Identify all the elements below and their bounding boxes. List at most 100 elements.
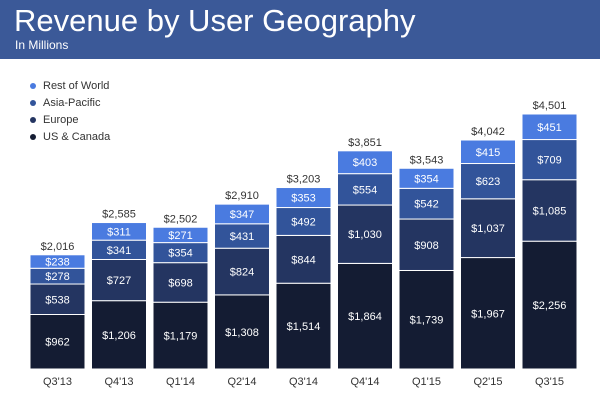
legend-label-asia-pacific: Asia-Pacific [43, 96, 101, 109]
bar-value-label: $623 [476, 176, 500, 188]
bar-value-label: $709 [537, 155, 561, 167]
x-axis-tick-label: Q1'14 [166, 376, 195, 388]
bar-total-label: $2,585 [102, 209, 136, 221]
chart-title: Revenue by User Geography [14, 3, 416, 38]
bar-segment-europe [275, 234, 332, 284]
bar-segment-us-canada [275, 282, 332, 370]
bar-value-label: $844 [291, 254, 315, 266]
bar-value-label: $1,085 [533, 205, 567, 217]
bar-value-label: $908 [414, 240, 438, 252]
bar-value-label: $431 [230, 231, 254, 243]
bar-segment-us-canada [91, 300, 147, 370]
bar-segment-europe [337, 204, 393, 264]
bar-value-label: $538 [45, 294, 69, 306]
bar-value-label: $1,739 [410, 315, 444, 327]
x-axis-tick-label: Q4'13 [104, 376, 133, 388]
bar-value-label: $698 [168, 277, 192, 289]
bar-value-label: $962 [45, 337, 69, 349]
bar-value-label: $354 [414, 173, 438, 185]
bar-value-label: $2,256 [533, 300, 567, 312]
bar-segment-europe [214, 247, 270, 296]
legend-label-us-canada: US & Canada [43, 130, 111, 143]
bar-total-label: $3,203 [287, 174, 321, 186]
bar-value-label: $278 [45, 271, 69, 283]
chart-legend: Rest of World Asia-Pacific Europe US & C… [30, 77, 110, 145]
bar-value-label: $403 [353, 157, 377, 169]
legend-swatch-europe [30, 116, 36, 123]
bar-segment-us-canada [398, 269, 455, 370]
chart-header: Revenue by User Geography In Millions [0, 0, 600, 59]
bar-total-label: $3,851 [348, 137, 382, 149]
bar-segment-europe [460, 198, 516, 259]
bar-value-label: $347 [230, 209, 254, 221]
bar-segment-rest-of-world [91, 222, 147, 241]
bar-value-label: $554 [353, 184, 377, 196]
bar-segment-rest-of-world [29, 254, 86, 269]
bar-segment-rest-of-world [337, 150, 393, 175]
bar-segment-rest-of-world [275, 187, 332, 209]
bar-segment-europe [29, 283, 86, 315]
bar-value-label: $238 [45, 257, 69, 269]
bar-segment-asia-pacific [398, 187, 455, 220]
bar-value-label: $824 [230, 267, 254, 279]
legend-label-rest-of-world: Rest of World [43, 79, 110, 92]
bar-total-label: $3,543 [410, 154, 444, 166]
bar-value-label: $1,179 [164, 331, 198, 343]
bar-segment-asia-pacific [460, 163, 516, 200]
bar-segment-us-canada [152, 301, 209, 370]
bar-value-label: $1,308 [225, 327, 259, 339]
x-axis-tick-label: Q2'15 [473, 376, 502, 388]
x-axis-tick-label: Q3'14 [289, 376, 318, 388]
bar-value-label: $1,967 [471, 308, 505, 320]
bar-total-label: $2,910 [225, 190, 259, 202]
legend-swatch-rest-of-world [30, 82, 36, 89]
x-axis-tick-label: Q4'14 [350, 376, 379, 388]
bar-value-label: $1,037 [471, 223, 505, 235]
bar-segment-us-canada [460, 257, 516, 370]
bar-value-label: $1,030 [348, 229, 382, 241]
bar-value-label: $341 [107, 245, 131, 257]
bar-segment-us-canada [214, 294, 270, 370]
bar-value-label: $542 [414, 199, 438, 211]
bar-value-label: $1,206 [102, 330, 136, 342]
bar-segment-rest-of-world [460, 139, 516, 165]
bar-value-label: $415 [476, 147, 500, 159]
bar-segment-asia-pacific [337, 173, 393, 206]
bar-segment-rest-of-world [521, 113, 578, 141]
bar-total-label: $4,501 [533, 100, 567, 112]
bar-value-label: $353 [291, 193, 315, 205]
bar-value-label: $354 [168, 248, 192, 260]
bar-value-label: $1,864 [348, 311, 382, 323]
bar-value-label: $1,514 [287, 321, 321, 333]
bar-value-label: $727 [107, 275, 131, 287]
legend-item-europe: Europe [30, 111, 110, 128]
legend-label-europe: Europe [43, 113, 79, 126]
bar-total-label: $4,042 [471, 126, 505, 138]
bar-value-label: $271 [168, 230, 192, 242]
x-axis-tick-label: Q3'15 [535, 376, 564, 388]
bar-segment-asia-pacific [275, 207, 332, 236]
legend-swatch-asia-pacific [30, 99, 36, 106]
x-axis-tick-label: Q3'13 [43, 376, 72, 388]
bar-segment-asia-pacific [214, 223, 270, 249]
x-axis-tick-label: Q2'14 [227, 376, 256, 388]
legend-item-asia-pacific: Asia-Pacific [30, 94, 110, 111]
chart-subtitle: In Millions [15, 38, 69, 52]
bar-segment-europe [91, 258, 147, 302]
bar-segment-us-canada [337, 262, 393, 370]
bar-total-label: $2,502 [164, 213, 198, 225]
bar-value-label: $451 [537, 122, 561, 134]
bar-value-label: $492 [291, 216, 315, 228]
x-axis-tick-label: Q1'15 [412, 376, 441, 388]
bar-value-label: $311 [107, 226, 131, 238]
bar-segment-rest-of-world [214, 203, 270, 225]
bar-total-label: $2,016 [41, 241, 75, 253]
bar-segment-rest-of-world [152, 226, 209, 244]
bar-segment-rest-of-world [398, 167, 455, 189]
legend-swatch-us-canada [30, 133, 36, 140]
bar-segment-us-canada [29, 313, 86, 370]
bar-segment-europe [152, 262, 209, 303]
bar-segment-europe [398, 218, 455, 271]
legend-item-rest-of-world: Rest of World [30, 77, 110, 94]
